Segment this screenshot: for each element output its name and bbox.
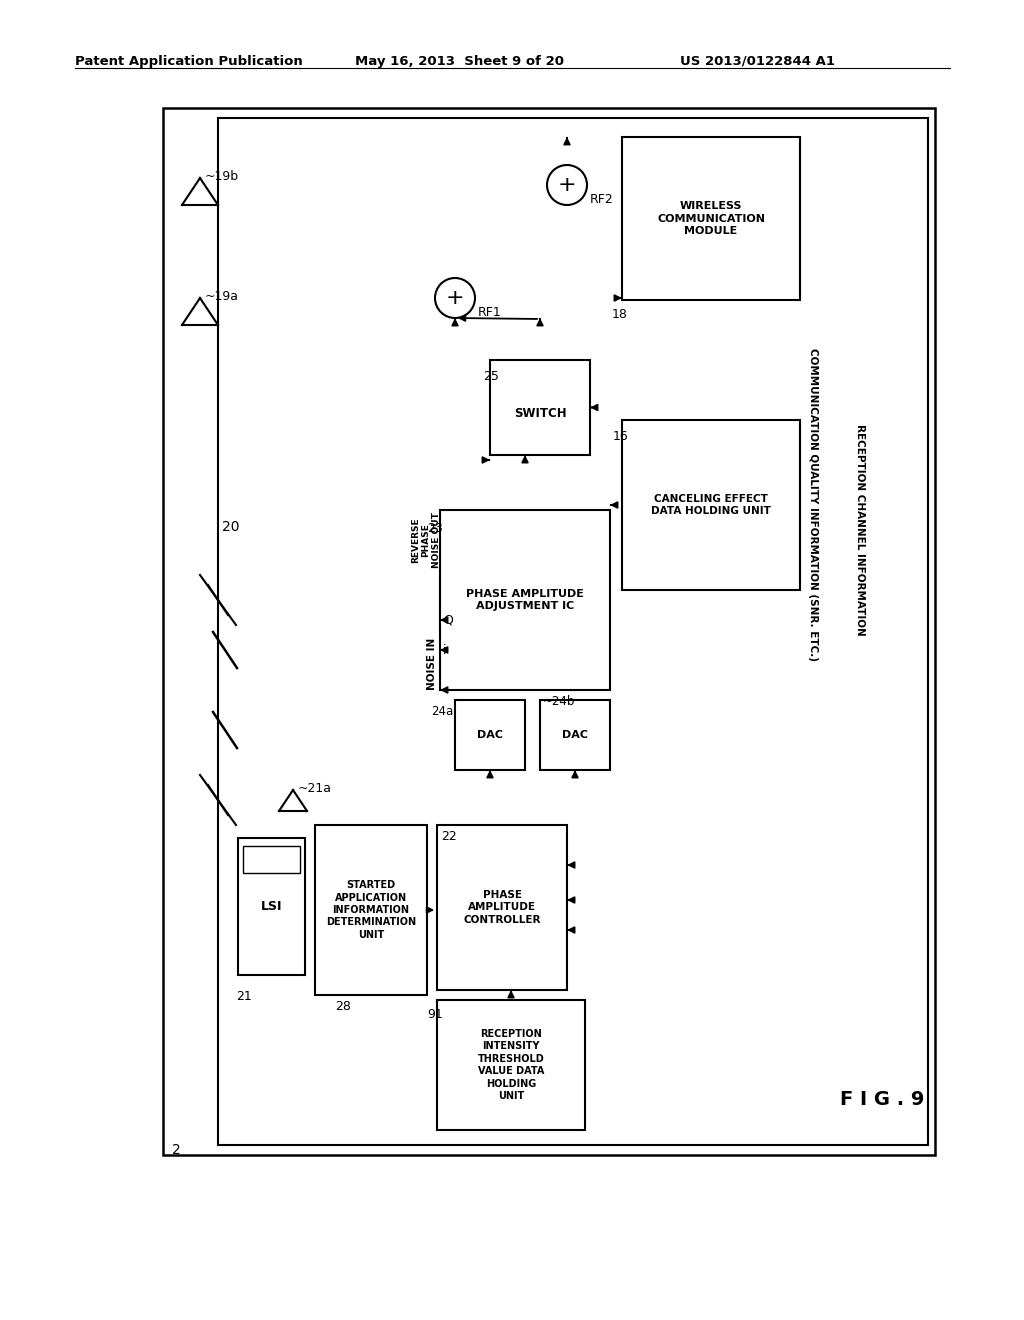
- Text: RECEPTION
INTENSITY
THRESHOLD
VALUE DATA
HOLDING
UNIT: RECEPTION INTENSITY THRESHOLD VALUE DATA…: [477, 1030, 545, 1101]
- Bar: [163, 108, 935, 1155]
- Text: +: +: [445, 288, 464, 308]
- Text: 23: 23: [427, 521, 442, 535]
- Text: RECEPTION CHANNEL INFORMATION: RECEPTION CHANNEL INFORMATION: [855, 424, 865, 636]
- Bar: [440, 510, 610, 690]
- Text: WIRELESS
COMMUNICATION
MODULE: WIRELESS COMMUNICATION MODULE: [657, 201, 765, 236]
- Bar: [238, 838, 305, 975]
- Text: +: +: [558, 176, 577, 195]
- Text: 21: 21: [236, 990, 252, 1003]
- Text: 16: 16: [613, 430, 629, 444]
- Text: CANCELING EFFECT
DATA HOLDING UNIT: CANCELING EFFECT DATA HOLDING UNIT: [651, 494, 771, 516]
- Bar: [243, 846, 300, 873]
- Text: F I G . 9: F I G . 9: [840, 1090, 925, 1109]
- Text: 18: 18: [612, 308, 628, 321]
- Text: US 2013/0122844 A1: US 2013/0122844 A1: [680, 55, 835, 69]
- Bar: [622, 420, 800, 590]
- Text: DAC: DAC: [562, 730, 588, 741]
- Text: Q: Q: [443, 614, 453, 627]
- Text: i: i: [443, 644, 446, 656]
- Bar: [490, 360, 590, 455]
- Text: RF2: RF2: [590, 193, 613, 206]
- Text: Patent Application Publication: Patent Application Publication: [75, 55, 303, 69]
- Text: 25: 25: [483, 370, 499, 383]
- Bar: [622, 137, 800, 300]
- Text: ~21a: ~21a: [298, 781, 332, 795]
- Bar: [455, 700, 525, 770]
- Bar: [315, 825, 427, 995]
- Text: SWITCH: SWITCH: [514, 407, 566, 420]
- Text: ~19b: ~19b: [205, 170, 240, 183]
- Text: 22: 22: [441, 830, 457, 843]
- Text: STARTED
APPLICATION
INFORMATION
DETERMINATION
UNIT: STARTED APPLICATION INFORMATION DETERMIN…: [326, 880, 416, 940]
- Bar: [540, 700, 610, 770]
- Text: PHASE
AMPLITUDE
CONTROLLER: PHASE AMPLITUDE CONTROLLER: [463, 890, 541, 925]
- Text: ~24b: ~24b: [543, 696, 575, 708]
- Text: 28: 28: [335, 1001, 351, 1012]
- Text: DAC: DAC: [477, 730, 503, 741]
- Text: RF1: RF1: [478, 306, 502, 319]
- Text: 91: 91: [427, 1008, 442, 1020]
- Text: COMMUNICATION QUALITY INFORMATION (SNR. ETC.): COMMUNICATION QUALITY INFORMATION (SNR. …: [808, 348, 818, 661]
- Text: May 16, 2013  Sheet 9 of 20: May 16, 2013 Sheet 9 of 20: [355, 55, 564, 69]
- Text: NOISE IN: NOISE IN: [427, 638, 437, 690]
- Bar: [437, 825, 567, 990]
- Text: 20: 20: [222, 520, 240, 535]
- Text: PHASE AMPLITUDE
ADJUSTMENT IC: PHASE AMPLITUDE ADJUSTMENT IC: [466, 589, 584, 611]
- Text: REVERSE
PHASE
NOISE OUT: REVERSE PHASE NOISE OUT: [411, 512, 441, 568]
- Text: 2: 2: [172, 1143, 181, 1158]
- Bar: [218, 117, 928, 1144]
- Text: LSI: LSI: [261, 900, 283, 913]
- Text: ~19a: ~19a: [205, 290, 239, 304]
- Bar: [437, 1001, 585, 1130]
- Text: 24a: 24a: [431, 705, 453, 718]
